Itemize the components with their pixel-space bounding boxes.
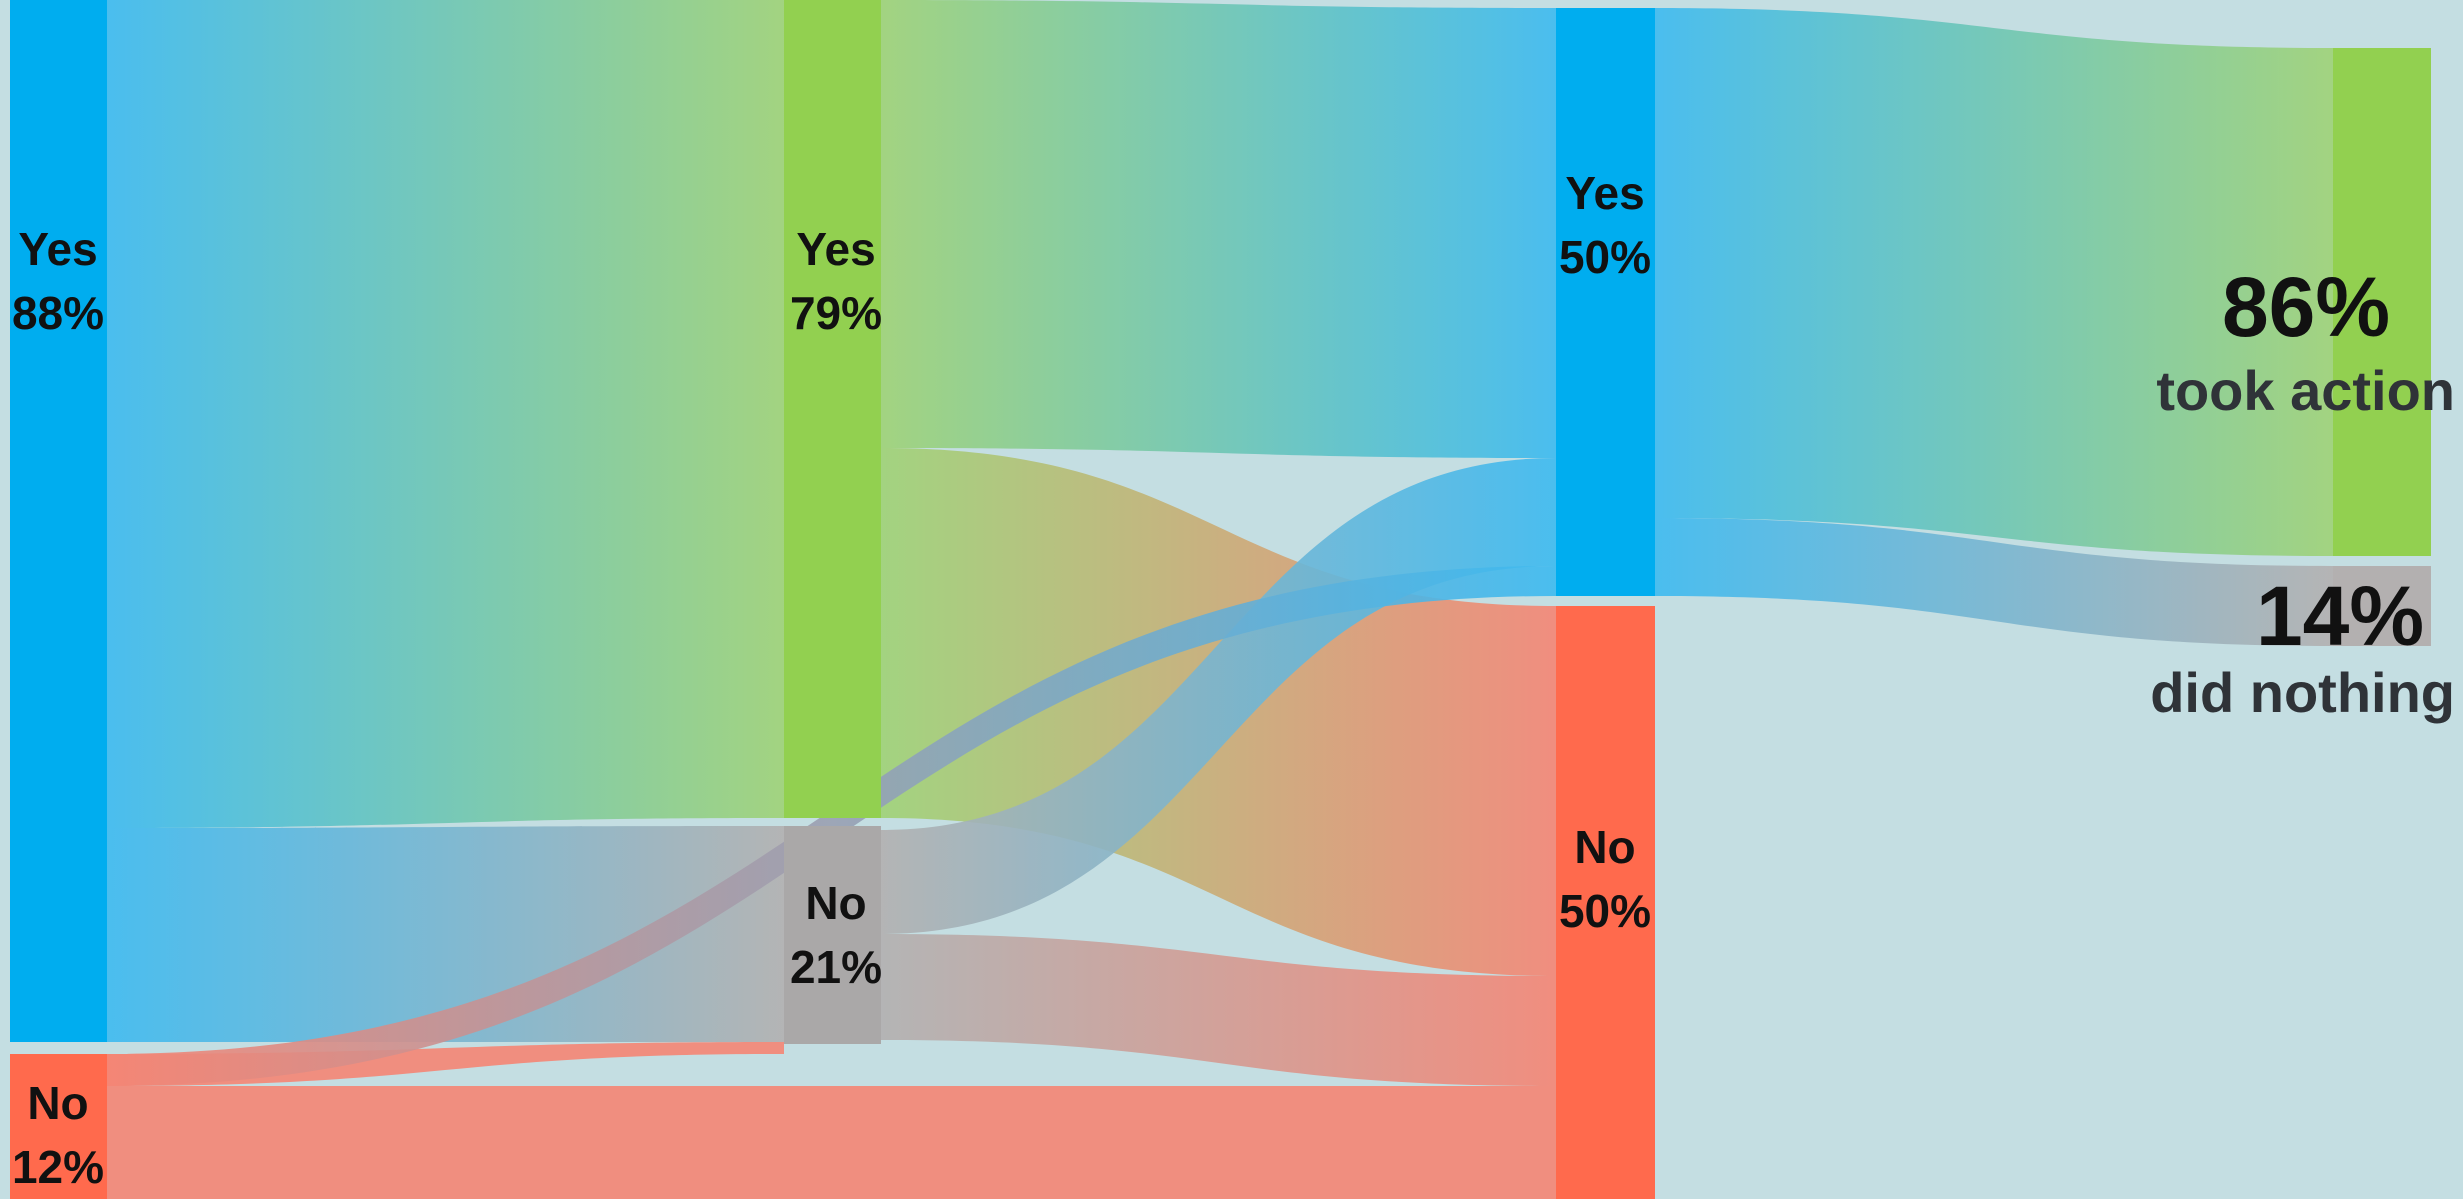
node-c3-no xyxy=(1556,606,1655,1199)
outcome-took-action-pct: 86% xyxy=(2222,260,2390,354)
node-label-c1-no-pct: 12% xyxy=(12,1141,104,1193)
node-label-c2-no-pct: 21% xyxy=(790,941,882,993)
outcome-took-action-caption: took action xyxy=(2156,359,2455,422)
flow-c3-yes-to-c4-action xyxy=(1655,8,2333,556)
node-c4-action xyxy=(2333,48,2431,556)
node-label-c3-no-pct: 50% xyxy=(1559,885,1651,937)
flow-c1-no-to-c3-no xyxy=(107,1086,1556,1199)
node-label-c3-no-text: No xyxy=(1574,821,1635,873)
flow-c1-yes-to-c2-no xyxy=(107,826,784,1042)
node-label-c1-yes-text: Yes xyxy=(18,223,97,275)
flow-c2-no-to-c3-no xyxy=(881,934,1556,1086)
labels-layer: Yes 88% No 12% Yes 79% No 21% Yes 50% No… xyxy=(12,167,2455,1193)
flows-layer xyxy=(107,0,2333,1199)
flow-c2-yes-to-c3-yes xyxy=(881,0,1556,458)
node-label-c2-yes-text: Yes xyxy=(796,223,875,275)
node-c1-no xyxy=(10,1054,107,1199)
node-c4-nothing xyxy=(2333,566,2431,646)
nodes-layer xyxy=(10,0,2431,1199)
node-c3-yes xyxy=(1556,8,1655,596)
node-c2-no xyxy=(784,826,881,1044)
node-label-c2-no-text: No xyxy=(805,877,866,929)
outcome-did-nothing-caption: did nothing xyxy=(2150,661,2455,724)
node-label-c3-yes-pct: 50% xyxy=(1559,231,1651,283)
node-label-c1-yes-pct: 88% xyxy=(12,287,104,339)
node-c2-yes xyxy=(784,0,881,818)
node-label-c2-yes-pct: 79% xyxy=(790,287,882,339)
node-c1-yes xyxy=(10,0,107,1042)
node-label-c3-yes-text: Yes xyxy=(1565,167,1644,219)
flow-c1-yes-to-c2-yes xyxy=(107,0,784,828)
outcome-did-nothing-pct: 14% xyxy=(2256,569,2424,663)
flow-c3-yes-to-c4-nothing xyxy=(1655,518,2333,646)
node-label-c1-no-text: No xyxy=(27,1077,88,1129)
